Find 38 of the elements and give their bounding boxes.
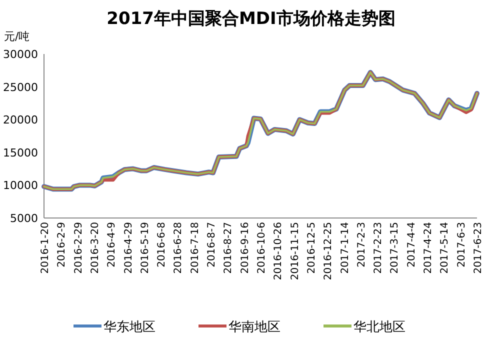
- chart-title: 2017年中国聚合MDI市场价格走势图: [106, 9, 396, 29]
- x-tick-label: 2016-4-29: [123, 222, 134, 274]
- x-tick-label: 2016-6-28: [173, 222, 184, 274]
- x-tick-label: 2016-8-27: [223, 222, 234, 274]
- x-tick-label: 2016-12-25: [323, 222, 334, 280]
- y-axis-title: 元/吨: [4, 30, 30, 43]
- x-tick-label: 2016-4-9: [106, 222, 118, 268]
- y-tick-label: 20000: [3, 114, 38, 127]
- x-tick-label: 2017-3-15: [390, 222, 401, 274]
- x-tick-label: 2016-1-20: [40, 222, 51, 274]
- x-tick-label: 2016-12-5: [306, 222, 318, 274]
- x-tick-label: 2016-10-6: [256, 222, 268, 274]
- x-tick-label: 2016-5-19: [140, 222, 151, 274]
- y-tick-label: 30000: [3, 48, 38, 61]
- x-tick-label: 2016-11-15: [290, 222, 301, 280]
- legend-label: 华东地区: [104, 320, 156, 335]
- x-tick-label: 2017-4-4: [406, 222, 418, 268]
- legend-label: 华南地区: [228, 320, 280, 335]
- x-tick-label: 2016-9-16: [240, 222, 251, 274]
- x-tick-label: 2017-2-3: [356, 222, 368, 268]
- y-tick-label: 25000: [3, 80, 38, 94]
- x-tick-label: 2017-4-24: [423, 222, 434, 274]
- x-tick-label: 2017-5-14: [440, 222, 451, 274]
- x-tick-label: 2016-10-26: [273, 222, 284, 280]
- x-tick-label: 2017-1-14: [340, 222, 351, 274]
- x-tick-label: 2017-6-3: [456, 222, 468, 268]
- x-tick-label: 2016-2-9: [56, 222, 68, 268]
- x-tick-label: 2017-2-23: [373, 222, 384, 274]
- legend-label: 华北地区: [354, 320, 406, 335]
- x-tick-label: 2017-6-23: [473, 222, 484, 274]
- x-tick-label: 2016-7-18: [190, 222, 201, 274]
- x-tick-label: 2016-6-8: [156, 222, 168, 268]
- y-tick-label: 5000: [10, 212, 38, 225]
- x-tick-label: 2016-8-7: [206, 222, 218, 268]
- y-tick-label: 15000: [3, 146, 38, 160]
- x-tick-label: 2016-3-20: [90, 222, 101, 274]
- x-tick-label: 2016-2-29: [73, 222, 84, 274]
- y-tick-label: 10000: [3, 179, 38, 192]
